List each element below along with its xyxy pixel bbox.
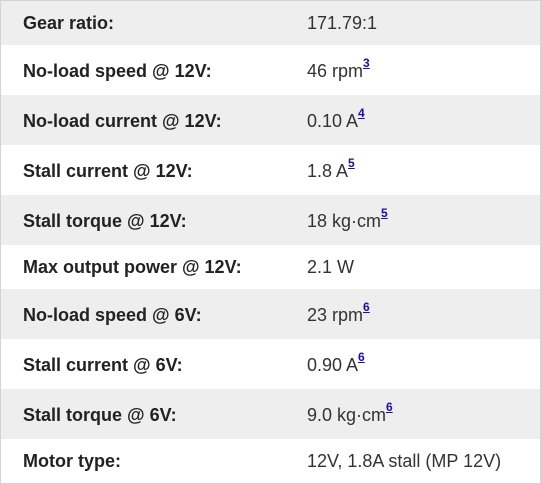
spec-row-stall-current-12v: Stall current @ 12V: 1.8 A5 — [0, 145, 541, 195]
spec-value-text: 0.10 A — [307, 111, 359, 131]
spec-value: 12V, 1.8A stall (MP 12V) — [307, 439, 541, 484]
spec-label: Gear ratio: — [0, 0, 307, 45]
spec-value: 18 kg·cm5 — [307, 195, 541, 245]
spec-label: Motor type: — [0, 439, 307, 484]
footnote-link[interactable]: 6 — [358, 350, 365, 364]
spec-row-gear-ratio: Gear ratio: 171.79:1 — [0, 0, 541, 45]
footnote-link[interactable]: 4 — [358, 106, 365, 120]
spec-value: 9.0 kg·cm6 — [307, 389, 541, 439]
spec-value: 23 rpm6 — [307, 289, 541, 339]
spec-value-text: 46 rpm — [307, 61, 364, 81]
spec-label: Max output power @ 12V: — [0, 245, 307, 289]
spec-label: No-load current @ 12V: — [0, 95, 307, 145]
spec-row-no-load-speed-12v: No-load speed @ 12V: 46 rpm3 — [0, 45, 541, 95]
spec-label: Stall torque @ 12V: — [0, 195, 307, 245]
spec-value: 171.79:1 — [307, 0, 541, 45]
spec-value-text: 1.8 A — [307, 161, 349, 181]
spec-row-motor-type: Motor type: 12V, 1.8A stall (MP 12V) — [0, 439, 541, 484]
footnote-link[interactable]: 3 — [363, 56, 370, 70]
spec-label: Stall current @ 6V: — [0, 339, 307, 389]
spec-value: 46 rpm3 — [307, 45, 541, 95]
spec-value-text: 0.90 A — [307, 355, 359, 375]
spec-value: 2.1 W — [307, 245, 541, 289]
spec-label: No-load speed @ 6V: — [0, 289, 307, 339]
footnote-link[interactable]: 6 — [386, 400, 393, 414]
spec-label: Stall current @ 12V: — [0, 145, 307, 195]
spec-value-text: 18 kg·cm — [307, 211, 382, 231]
footnote-link[interactable]: 5 — [348, 156, 355, 170]
spec-value-text: 12V, 1.8A stall (MP 12V) — [307, 451, 502, 471]
spec-value-text: 2.1 W — [307, 257, 355, 277]
spec-label: No-load speed @ 12V: — [0, 45, 307, 95]
footnote-link[interactable]: 5 — [381, 206, 388, 220]
spec-value: 0.10 A4 — [307, 95, 541, 145]
spec-value-text: 171.79:1 — [307, 13, 378, 33]
spec-row-no-load-current-12v: No-load current @ 12V: 0.10 A4 — [0, 95, 541, 145]
spec-value: 0.90 A6 — [307, 339, 541, 389]
spec-row-max-output-power-12v: Max output power @ 12V: 2.1 W — [0, 245, 541, 289]
spec-row-stall-torque-6v: Stall torque @ 6V: 9.0 kg·cm6 — [0, 389, 541, 439]
spec-value-text: 9.0 kg·cm — [307, 405, 387, 425]
spec-value: 1.8 A5 — [307, 145, 541, 195]
spec-row-stall-torque-12v: Stall torque @ 12V: 18 kg·cm5 — [0, 195, 541, 245]
spec-row-no-load-speed-6v: No-load speed @ 6V: 23 rpm6 — [0, 289, 541, 339]
footnote-link[interactable]: 6 — [363, 300, 370, 314]
spec-row-stall-current-6v: Stall current @ 6V: 0.90 A6 — [0, 339, 541, 389]
spec-value-text: 23 rpm — [307, 305, 364, 325]
spec-label: Stall torque @ 6V: — [0, 389, 307, 439]
